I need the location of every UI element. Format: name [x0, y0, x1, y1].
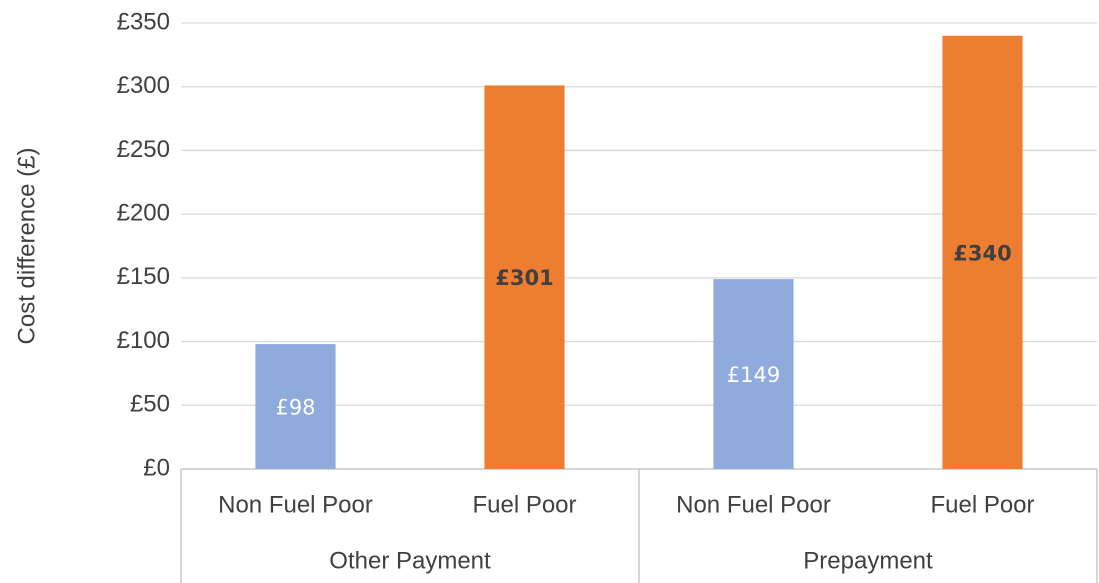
group-label: Other Payment [329, 547, 491, 574]
y-tick-label: £350 [117, 8, 170, 35]
y-tick-label: £50 [130, 391, 170, 418]
x-tick-label: Fuel Poor [930, 491, 1034, 518]
y-tick-label: £250 [117, 136, 170, 163]
y-tick-label: £100 [117, 327, 170, 354]
bar [713, 279, 794, 469]
y-tick-label: £150 [117, 263, 170, 290]
data-label: £301 [495, 266, 553, 290]
data-label: £149 [727, 363, 780, 387]
bar [484, 85, 565, 469]
data-label: £98 [275, 396, 315, 420]
y-tick-label: £300 [117, 72, 170, 99]
data-label: £340 [953, 241, 1011, 265]
y-axis-label: Cost difference (£) [13, 148, 40, 345]
x-tick-label: Fuel Poor [472, 491, 576, 518]
x-tick-label: Non Fuel Poor [218, 491, 373, 518]
group-label: Prepayment [803, 547, 933, 574]
bar [255, 344, 336, 469]
x-tick-label: Non Fuel Poor [676, 491, 831, 518]
y-tick-label: £0 [143, 454, 170, 481]
y-tick-label: £200 [117, 199, 170, 226]
bar [942, 35, 1023, 469]
